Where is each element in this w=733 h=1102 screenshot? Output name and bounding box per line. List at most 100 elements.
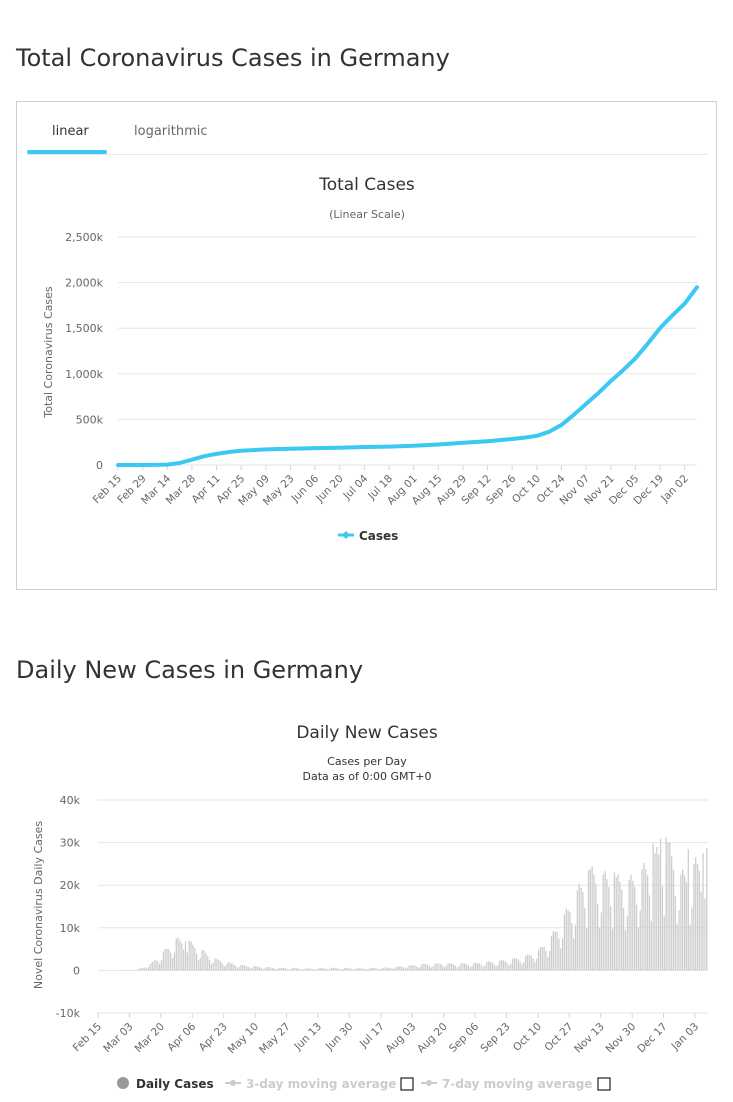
daily-cases-bar[interactable] xyxy=(268,967,270,971)
daily-cases-bar[interactable] xyxy=(221,963,224,971)
daily-cases-bar[interactable] xyxy=(162,951,164,971)
daily-cases-bar[interactable] xyxy=(700,891,702,971)
daily-cases-bar[interactable] xyxy=(667,842,669,971)
daily-cases-bar[interactable] xyxy=(345,967,347,971)
daily-cases-bar[interactable] xyxy=(205,953,207,971)
daily-cases-bar[interactable] xyxy=(188,941,190,971)
daily-cases-bar[interactable] xyxy=(464,963,466,971)
daily-cases-bar[interactable] xyxy=(543,947,545,971)
daily-cases-bar[interactable] xyxy=(549,950,551,971)
daily-cases-bar[interactable] xyxy=(495,966,497,971)
daily-cases-bar[interactable] xyxy=(434,963,436,971)
daily-cases-bar[interactable] xyxy=(648,895,651,971)
daily-cases-bar[interactable] xyxy=(321,968,323,971)
daily-cases-bar[interactable] xyxy=(308,968,310,971)
daily-cases-bar[interactable] xyxy=(693,863,695,971)
daily-cases-bar[interactable] xyxy=(242,965,244,971)
daily-cases-bar[interactable] xyxy=(676,924,678,971)
daily-cases-bar[interactable] xyxy=(528,954,530,971)
daily-cases-bar[interactable] xyxy=(574,924,577,971)
daily-cases-bar[interactable] xyxy=(532,958,534,971)
daily-cases-bar[interactable] xyxy=(314,969,316,971)
daily-cases-bar[interactable] xyxy=(151,961,153,971)
daily-cases-bar[interactable] xyxy=(604,871,606,971)
daily-cases-bar[interactable] xyxy=(362,968,364,971)
daily-cases-bar[interactable] xyxy=(271,967,274,971)
daily-cases-bar[interactable] xyxy=(181,943,183,971)
daily-cases-bar[interactable] xyxy=(330,967,333,971)
daily-cases-bar[interactable] xyxy=(334,967,336,971)
daily-cases-bar[interactable] xyxy=(342,968,344,971)
daily-cases-bar[interactable] xyxy=(685,882,688,971)
daily-cases-bar[interactable] xyxy=(249,968,251,971)
daily-cases-bar[interactable] xyxy=(282,967,285,971)
daily-cases-bar[interactable] xyxy=(173,952,176,971)
daily-cases-bar[interactable] xyxy=(197,960,200,971)
daily-cases-bar[interactable] xyxy=(142,967,144,971)
daily-cases-bar[interactable] xyxy=(415,966,418,971)
daily-cases-bar[interactable] xyxy=(475,962,477,971)
daily-cases-bar[interactable] xyxy=(171,958,174,971)
daily-cases-bar[interactable] xyxy=(262,968,264,971)
daily-cases-bar[interactable] xyxy=(500,960,503,971)
daily-cases-bar[interactable] xyxy=(153,960,155,971)
daily-cases-bar[interactable] xyxy=(449,963,451,971)
daily-cases-bar[interactable] xyxy=(560,948,562,971)
daily-cases-bar[interactable] xyxy=(484,965,486,971)
daily-cases-bar[interactable] xyxy=(427,964,429,971)
daily-cases-bar[interactable] xyxy=(428,965,431,971)
daily-cases-bar[interactable] xyxy=(164,949,166,971)
daily-cases-bar[interactable] xyxy=(436,963,438,971)
daily-cases-bar[interactable] xyxy=(554,931,556,971)
daily-cases-bar[interactable] xyxy=(704,898,706,971)
daily-cases-bar[interactable] xyxy=(582,892,584,971)
daily-cases-bar[interactable] xyxy=(563,914,566,971)
daily-cases-bar[interactable] xyxy=(606,879,608,971)
daily-cases-bar[interactable] xyxy=(537,950,540,971)
daily-cases-bar[interactable] xyxy=(639,910,641,971)
daily-cases-bar[interactable] xyxy=(225,965,227,971)
daily-cases-bar[interactable] xyxy=(168,948,170,971)
daily-cases-bar[interactable] xyxy=(349,968,351,971)
daily-cases-bar[interactable] xyxy=(443,967,445,971)
daily-cases-bar[interactable] xyxy=(301,969,303,971)
daily-cases-bar[interactable] xyxy=(432,966,434,971)
daily-cases-bar[interactable] xyxy=(155,960,157,971)
daily-cases-bar[interactable] xyxy=(408,965,410,971)
daily-cases-bar[interactable] xyxy=(366,969,368,971)
daily-cases-bar[interactable] xyxy=(423,963,425,971)
daily-cases-bar[interactable] xyxy=(497,964,499,971)
daily-cases-bar[interactable] xyxy=(319,968,322,971)
daily-cases-bar[interactable] xyxy=(303,969,305,971)
daily-cases-bar[interactable] xyxy=(671,856,673,971)
daily-cases-bar[interactable] xyxy=(706,847,708,971)
daily-cases-bar[interactable] xyxy=(354,969,357,971)
legend-item-daily-cases[interactable]: Daily Cases xyxy=(117,1077,214,1091)
daily-cases-bar[interactable] xyxy=(486,961,488,971)
legend-item-7-day-average[interactable]: 7-day moving average xyxy=(421,1077,611,1091)
daily-cases-bar[interactable] xyxy=(147,967,150,971)
daily-cases-bar[interactable] xyxy=(447,963,449,971)
daily-cases-bar[interactable] xyxy=(201,950,203,971)
daily-cases-bar[interactable] xyxy=(212,962,214,971)
daily-cases-bar[interactable] xyxy=(138,968,140,971)
daily-cases-bar[interactable] xyxy=(144,967,146,971)
daily-cases-bar[interactable] xyxy=(456,967,458,971)
daily-cases-bar[interactable] xyxy=(269,967,272,971)
daily-cases-bar[interactable] xyxy=(358,968,360,971)
daily-cases-bar[interactable] xyxy=(175,938,177,971)
daily-cases-bar[interactable] xyxy=(525,956,527,971)
daily-cases-bar[interactable] xyxy=(610,906,612,971)
daily-cases-bar[interactable] xyxy=(208,959,211,971)
daily-cases-bar[interactable] xyxy=(369,968,371,971)
daily-cases-bar[interactable] xyxy=(445,966,447,971)
daily-cases-bar[interactable] xyxy=(632,880,634,971)
daily-cases-bar[interactable] xyxy=(512,958,514,971)
daily-cases-bar[interactable] xyxy=(672,869,675,971)
daily-cases-bar[interactable] xyxy=(214,958,216,971)
daily-cases-bar[interactable] xyxy=(469,967,471,971)
daily-cases-bar[interactable] xyxy=(384,967,386,971)
daily-cases-bar[interactable] xyxy=(351,968,353,971)
daily-cases-bar[interactable] xyxy=(393,968,396,971)
daily-cases-bar[interactable] xyxy=(220,961,222,971)
